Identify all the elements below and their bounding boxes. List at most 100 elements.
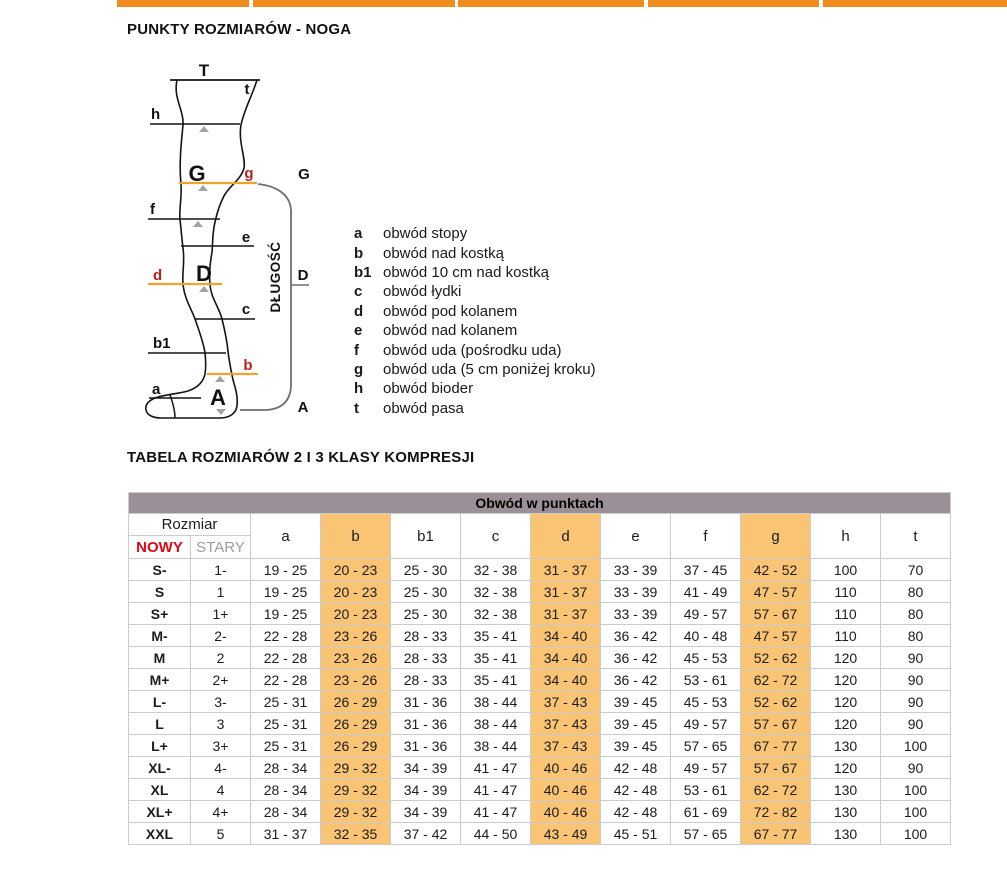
cell-b: 26 - 29: [320, 712, 391, 735]
cell-b1: 28 - 33: [390, 624, 461, 647]
cell-e: 36 - 42: [600, 668, 671, 691]
cell-d: 31 - 37: [530, 602, 601, 625]
cell-b1: 31 - 36: [390, 734, 461, 757]
table-row: M- 2- 22 - 28 23 - 26 28 - 33 35 - 41 34 - 40 3…: [128, 624, 951, 647]
tab-segment-5[interactable]: [823, 0, 1007, 7]
column-header-f: f: [670, 513, 741, 559]
cell-b: 29 - 32: [320, 756, 391, 779]
cell-f: 45 - 53: [670, 690, 741, 713]
cell-c: 32 - 38: [460, 580, 531, 603]
table-row: XXL 5 31 - 37 32 - 35 37 - 42 44 - 50 43 - 49 4…: [128, 822, 951, 845]
legend-item-c: c obwód łydki: [354, 282, 596, 301]
tab-segment-3[interactable]: [458, 0, 644, 7]
legend-key: b: [354, 244, 364, 262]
table-row: L 3 25 - 31 26 - 29 31 - 36 38 - 44 37 - 43 39 …: [128, 712, 951, 735]
marker-g-icon: [198, 185, 208, 191]
old-size-header: STARY: [190, 535, 251, 559]
cell-e: 36 - 42: [600, 624, 671, 647]
legend-label: obwód 10 cm nad kostką: [383, 263, 549, 281]
new-size-cell: XXL: [128, 822, 191, 845]
new-size-cell: M+: [128, 668, 191, 691]
column-header-a: a: [250, 513, 321, 559]
label-b1: b1: [153, 335, 171, 352]
cell-b1: 25 - 30: [390, 558, 461, 581]
legend-label: obwód uda (5 cm poniżej kroku): [383, 360, 596, 378]
cell-t: 80: [880, 624, 951, 647]
rozmiar-header: Rozmiar: [128, 513, 251, 536]
cell-b1: 25 - 30: [390, 602, 461, 625]
cell-c: 41 - 47: [460, 756, 531, 779]
cell-b: 26 - 29: [320, 734, 391, 757]
cell-a: 28 - 34: [250, 800, 321, 823]
legend-key: b1: [354, 263, 372, 281]
cell-a: 19 - 25: [250, 602, 321, 625]
label-D-bracket: D: [298, 267, 309, 284]
cell-b1: 28 - 33: [390, 668, 461, 691]
measurement-legend: a obwód stopy b obwód nad kostką b1 obwód 10 …: [354, 224, 596, 418]
legend-item-t: t obwód pasa: [354, 399, 596, 418]
marker-A-icon: [216, 409, 226, 415]
old-size-cell: 5: [190, 822, 251, 845]
cell-c: 35 - 41: [460, 624, 531, 647]
legend-item-b1: b1 obwód 10 cm nad kostką: [354, 263, 596, 282]
old-size-cell: 3: [190, 712, 251, 735]
cell-g: 67 - 77: [740, 822, 811, 845]
legend-label: obwód pod kolanem: [383, 302, 518, 320]
legend-item-a: a obwód stopy: [354, 224, 596, 243]
tab-segment-4[interactable]: [648, 0, 819, 7]
cell-b1: 34 - 39: [390, 778, 461, 801]
length-label: DŁUGOŚĆ: [268, 242, 283, 313]
cell-c: 35 - 41: [460, 668, 531, 691]
legend-key: f: [354, 341, 359, 359]
cell-a: 25 - 31: [250, 734, 321, 757]
label-G-bracket: G: [298, 166, 310, 183]
cell-t: 90: [880, 712, 951, 735]
cell-e: 39 - 45: [600, 712, 671, 735]
cell-f: 49 - 57: [670, 712, 741, 735]
cell-d: 34 - 40: [530, 668, 601, 691]
page-title: PUNKTY ROZMIARÓW - NOGA: [127, 21, 352, 38]
table-row: M+ 2+ 22 - 28 23 - 26 28 - 33 35 - 41 34 - 40 3…: [128, 668, 951, 691]
cell-e: 45 - 51: [600, 822, 671, 845]
legend-item-f: f obwód uda (pośrodku uda): [354, 340, 596, 359]
cell-f: 41 - 49: [670, 580, 741, 603]
legend-key: h: [354, 380, 364, 398]
legend-label: obwód nad kolanem: [383, 322, 518, 340]
cell-b: 23 - 26: [320, 624, 391, 647]
legend-label: obwód łydki: [383, 283, 462, 301]
cell-e: 39 - 45: [600, 734, 671, 757]
label-d: d: [153, 267, 162, 284]
cell-f: 53 - 61: [670, 668, 741, 691]
cell-b: 26 - 29: [320, 690, 391, 713]
cell-h: 120: [810, 646, 881, 669]
cell-a: 22 - 28: [250, 668, 321, 691]
old-size-cell: 1-: [190, 558, 251, 581]
cell-f: 53 - 61: [670, 778, 741, 801]
old-size-cell: 4: [190, 778, 251, 801]
tab-segment-1[interactable]: [117, 0, 249, 7]
cell-e: 36 - 42: [600, 646, 671, 669]
cell-t: 90: [880, 646, 951, 669]
cell-c: 32 - 38: [460, 558, 531, 581]
table-row: XL+ 4+ 28 - 34 29 - 32 34 - 39 41 - 47 40 - 46…: [128, 800, 951, 823]
tab-segment-2[interactable]: [253, 0, 455, 7]
cell-h: 130: [810, 778, 881, 801]
cell-b: 20 - 23: [320, 580, 391, 603]
cell-c: 38 - 44: [460, 690, 531, 713]
table-row: XL- 4- 28 - 34 29 - 32 34 - 39 41 - 47 40 - 46…: [128, 756, 951, 779]
cell-f: 40 - 48: [670, 624, 741, 647]
cell-t: 100: [880, 778, 951, 801]
cell-g: 52 - 62: [740, 690, 811, 713]
leg-outline-right: [208, 79, 258, 381]
label-c: c: [242, 301, 250, 318]
new-size-cell: S+: [128, 602, 191, 625]
cell-e: 33 - 39: [600, 602, 671, 625]
cell-h: 110: [810, 602, 881, 625]
old-size-cell: 4-: [190, 756, 251, 779]
table-row: L+ 3+ 25 - 31 26 - 29 31 - 36 38 - 44 37 - 43 3…: [128, 734, 951, 757]
column-header-d: d: [530, 513, 601, 559]
cell-b1: 31 - 36: [390, 712, 461, 735]
cell-f: 49 - 57: [670, 756, 741, 779]
old-size-cell: 3-: [190, 690, 251, 713]
label-h: h: [151, 106, 160, 123]
